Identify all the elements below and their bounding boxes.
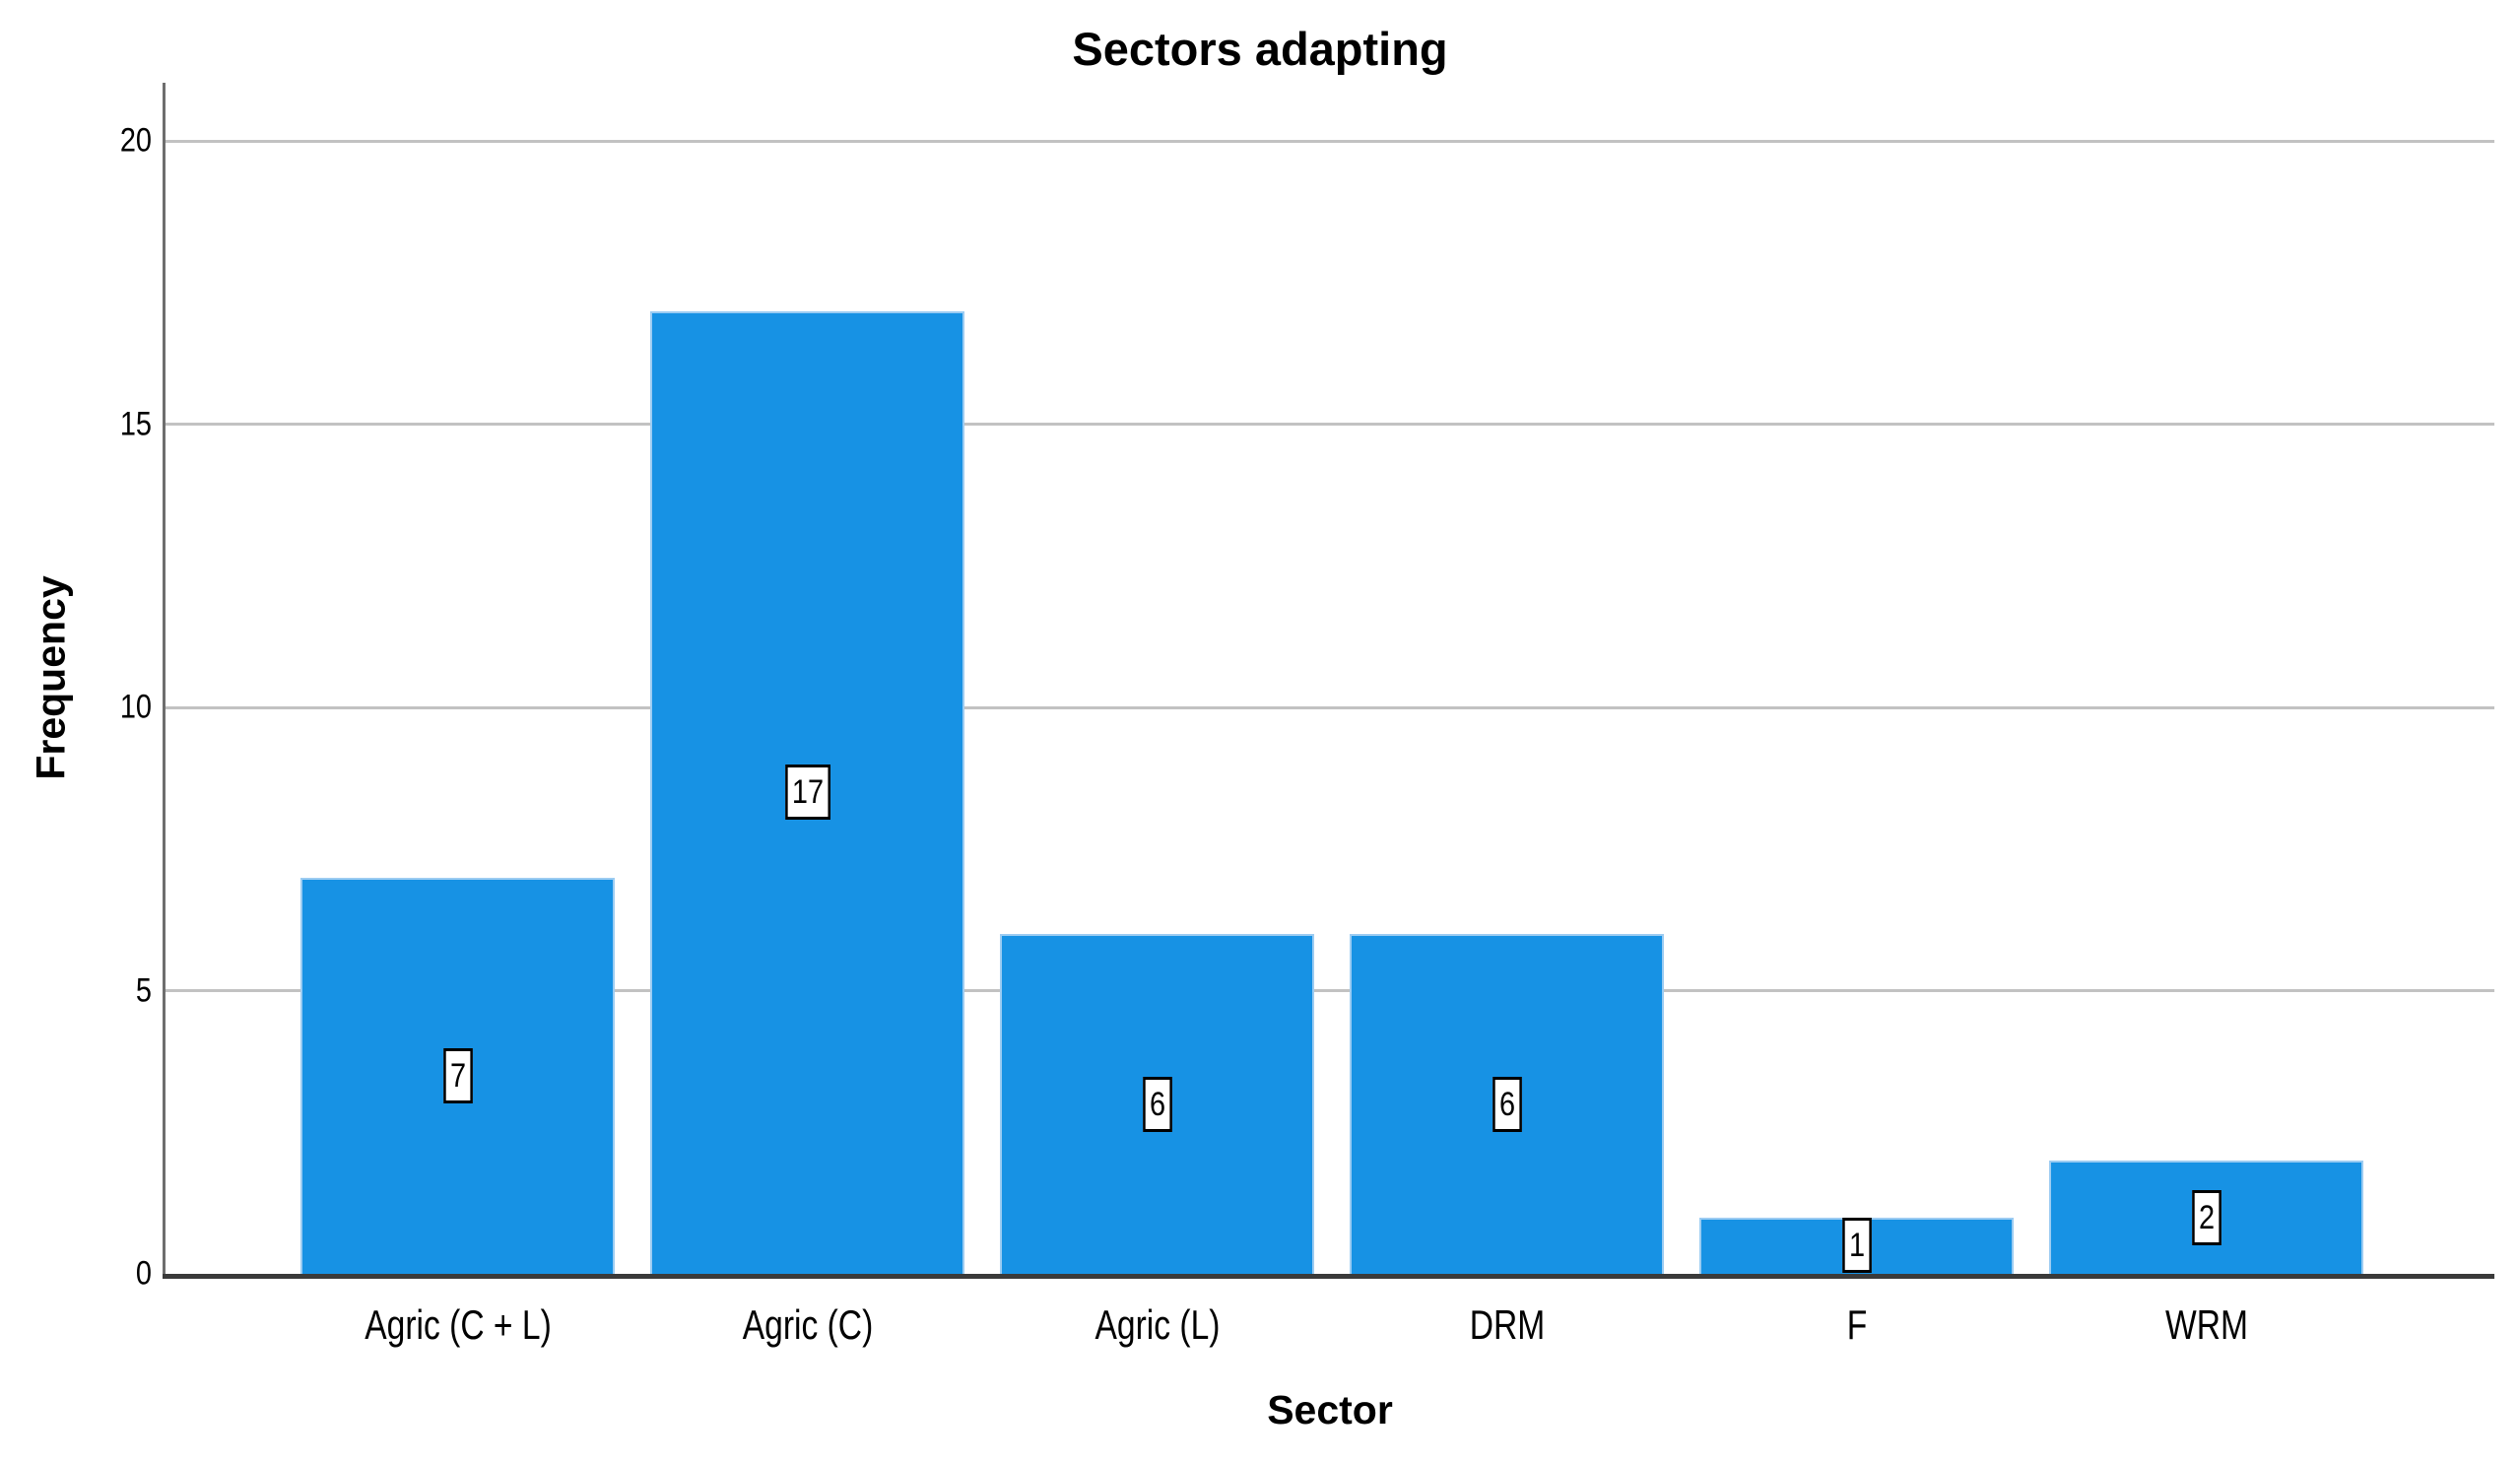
chart-title: Sectors adapting: [1072, 23, 1448, 75]
x-category-label: WRM: [2164, 1301, 2248, 1348]
y-tick-label: 0: [135, 1254, 152, 1293]
y-tick-label: 15: [119, 405, 152, 442]
y-tick-label: 5: [135, 971, 152, 1009]
y-axis-line: [163, 83, 166, 1279]
bar-value-label: 17: [784, 765, 830, 821]
x-axis-title: Sector: [1267, 1387, 1393, 1432]
x-category-label: Agric (C + L): [364, 1301, 552, 1348]
bar-value-label: 7: [442, 1047, 473, 1103]
gridline: [166, 989, 2494, 992]
x-category-label: Agric (C): [742, 1301, 873, 1348]
bar-value-label: 2: [2191, 1189, 2222, 1245]
x-category-label: F: [1846, 1301, 1867, 1348]
bar-value-label: 1: [1841, 1218, 1872, 1274]
gridline: [166, 139, 2494, 143]
x-category-label: DRM: [1469, 1301, 1545, 1348]
y-tick-label: 20: [119, 121, 152, 160]
y-tick-label: 10: [119, 688, 152, 726]
plot-area: 0 5 10 15 20 7 Agric (C + L) 17 Agric (C) 6 Agric …: [120, 83, 2494, 1348]
bar-value-label: 6: [1492, 1076, 1522, 1132]
x-category-label: Agric (L): [1094, 1301, 1220, 1348]
y-axis-title-text: Frequency: [28, 575, 74, 780]
x-axis-line: [163, 1274, 2494, 1279]
gridline: [166, 423, 2494, 426]
gridline: [166, 705, 2494, 709]
bar-value-label: 6: [1142, 1076, 1172, 1132]
